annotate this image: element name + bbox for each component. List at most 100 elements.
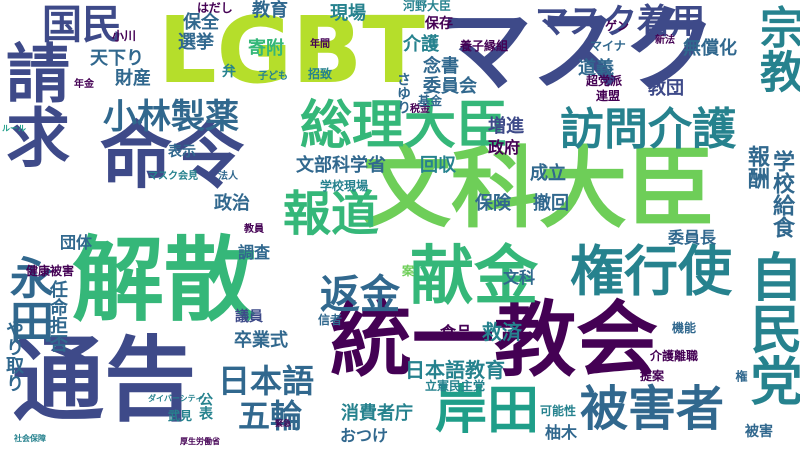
- word-toitsu-kyokai: 統一教会: [330, 293, 659, 388]
- word-shinpou: 新法: [655, 35, 675, 46]
- word-kaigo: 介護: [403, 34, 439, 55]
- word-mask-kaisho: マスク会見: [148, 171, 198, 182]
- word-dougi: 道義: [578, 58, 614, 79]
- word-hoken: 保険: [475, 193, 511, 214]
- word-nenshou: 念書: [423, 56, 459, 77]
- word-kifu: 寄附: [248, 38, 284, 59]
- word-kaigo-rishoku: 介護離職: [650, 349, 699, 363]
- word-kikan: 機能: [672, 321, 697, 335]
- word-shohisha: 消費者庁: [341, 403, 413, 424]
- word-kanou: 可能性: [540, 404, 577, 418]
- word-zaisan: 財産: [115, 68, 151, 89]
- word-higaisha: 被害者: [580, 381, 725, 437]
- word-hosho: 保全: [183, 12, 219, 33]
- word-zeikin: 税金: [410, 104, 430, 115]
- word-mask: マスク: [440, 0, 717, 104]
- word-sotsugyoushiki: 卒業式: [234, 330, 288, 351]
- word-kouno: 河野大臣: [403, 0, 452, 13]
- word-sukiyu: さゆり: [395, 72, 411, 114]
- word-ouotsuke: おつけ: [340, 426, 389, 445]
- word-gorin: 五輪: [238, 397, 303, 435]
- word-renmei: 連盟: [596, 89, 621, 103]
- word-ken: 権: [734, 370, 748, 382]
- word-kyouiku: 教育: [252, 0, 288, 21]
- word-tsuukoku: 通告: [12, 327, 197, 434]
- word-bengo: 弁: [222, 64, 236, 80]
- word-mombukagakusho: 文部科学省: [296, 155, 386, 176]
- word-seiritsu: 成立: [530, 163, 566, 184]
- word-henkin: 返金: [320, 272, 400, 318]
- word-seikyu: 請求: [0, 40, 69, 168]
- word-rikken: 立憲民主党: [425, 379, 486, 393]
- word-kaishu: 回収: [420, 155, 456, 176]
- word-shakai-hoshou: 社会保障: [14, 434, 46, 443]
- word-monka-daijin: 文科大臣: [363, 137, 716, 240]
- word-kenkin: 献金: [410, 240, 538, 314]
- word-kobayashi: 小林製薬: [103, 97, 239, 137]
- word-hashi: はだし: [197, 1, 233, 15]
- word-gakkou-genba: 学校現場: [320, 179, 369, 193]
- word-tekkai: 撤回: [533, 193, 569, 214]
- word-iinchou: 委員長: [668, 228, 717, 247]
- word-giin: 議員: [235, 309, 263, 325]
- word-yashi: 養子縁組: [460, 39, 509, 53]
- word-dantai: 団体: [60, 233, 93, 252]
- word-yuzuki: 柚木: [545, 423, 578, 442]
- word-daibashi: ダイバーシティー: [148, 394, 212, 403]
- word-kokumin: 国民: [42, 2, 122, 48]
- word-houshu: 報酬: [744, 145, 769, 189]
- word-hyouji: 表示: [168, 144, 196, 160]
- word-seifu: 政府: [488, 138, 521, 157]
- word-shukyo: 宗教: [752, 5, 800, 93]
- word-seiji: 政治: [214, 193, 250, 214]
- word-shokuhin: 食品: [440, 323, 473, 342]
- word-nihongo: 日本語: [218, 362, 315, 400]
- word-houmon-kaigo: 訪問介護: [560, 104, 736, 155]
- word-kinkyuu: 緊急: [275, 419, 291, 428]
- word-mask-chakuyou: マスク着用: [535, 2, 705, 42]
- word-kyouin: 教員: [244, 224, 264, 235]
- word-kenkou-higai: 健康被害: [26, 264, 75, 278]
- word-kaisan: 解散: [72, 227, 257, 334]
- word-yaritori: やり取り: [3, 320, 24, 392]
- word-kenkoushi: 権行使: [570, 240, 732, 303]
- word-kodomo: 子ども: [258, 71, 288, 82]
- word-mynumber: マイナ: [590, 39, 626, 53]
- word-lgbt: LGBT: [158, 0, 426, 104]
- word-hozon: 保存: [425, 16, 453, 32]
- word-chou: 超党派: [586, 74, 623, 88]
- word-gen: ゲン: [605, 19, 630, 33]
- word-nihongo-kyoiku: 日本語教育: [405, 358, 505, 382]
- word-gakkou-kyushoku: 学校給食: [769, 150, 794, 238]
- word-ninmei: 任命拒否: [47, 280, 68, 352]
- word-bunka: 文科: [503, 268, 536, 287]
- word-tenka: 天下り: [90, 48, 144, 69]
- word-kyoudan: 教団: [648, 78, 684, 99]
- word-rule: ルール: [2, 124, 26, 133]
- word-houjin: 法人: [218, 171, 238, 182]
- word-kyuusai: 救済: [482, 320, 522, 344]
- word-jiminto: 自民党: [741, 250, 800, 406]
- word-mushoka: 無償化: [683, 38, 737, 59]
- word-nenkin: 年金: [74, 79, 94, 90]
- word-houdou: 報道: [283, 186, 380, 242]
- word-sori-daijin: 総理大臣: [300, 96, 509, 156]
- word-higai: 被害: [745, 424, 773, 440]
- word-chousa: 調査: [238, 243, 271, 262]
- word-kouhyou: 公表: [197, 392, 213, 420]
- word-choutatsu: 招致: [308, 67, 333, 81]
- word-nenkan: 年間: [310, 39, 330, 50]
- word-senkyo: 選挙: [178, 32, 214, 53]
- word-meirei: 命令: [100, 114, 245, 198]
- word-an: 案: [402, 264, 415, 278]
- word-eikyu: 永田: [2, 255, 53, 343]
- word-shinsha: 信者: [318, 313, 343, 327]
- word-genkin: 基金: [418, 94, 443, 108]
- word-kishida: 岸田: [435, 381, 540, 441]
- word-takeshi: 武見: [168, 409, 193, 423]
- word-zoushin: 増進: [488, 116, 524, 137]
- word-kowa: 小川: [112, 29, 137, 43]
- word-kousei: 厚生労働省: [180, 437, 220, 446]
- word-genba: 現場: [330, 3, 366, 24]
